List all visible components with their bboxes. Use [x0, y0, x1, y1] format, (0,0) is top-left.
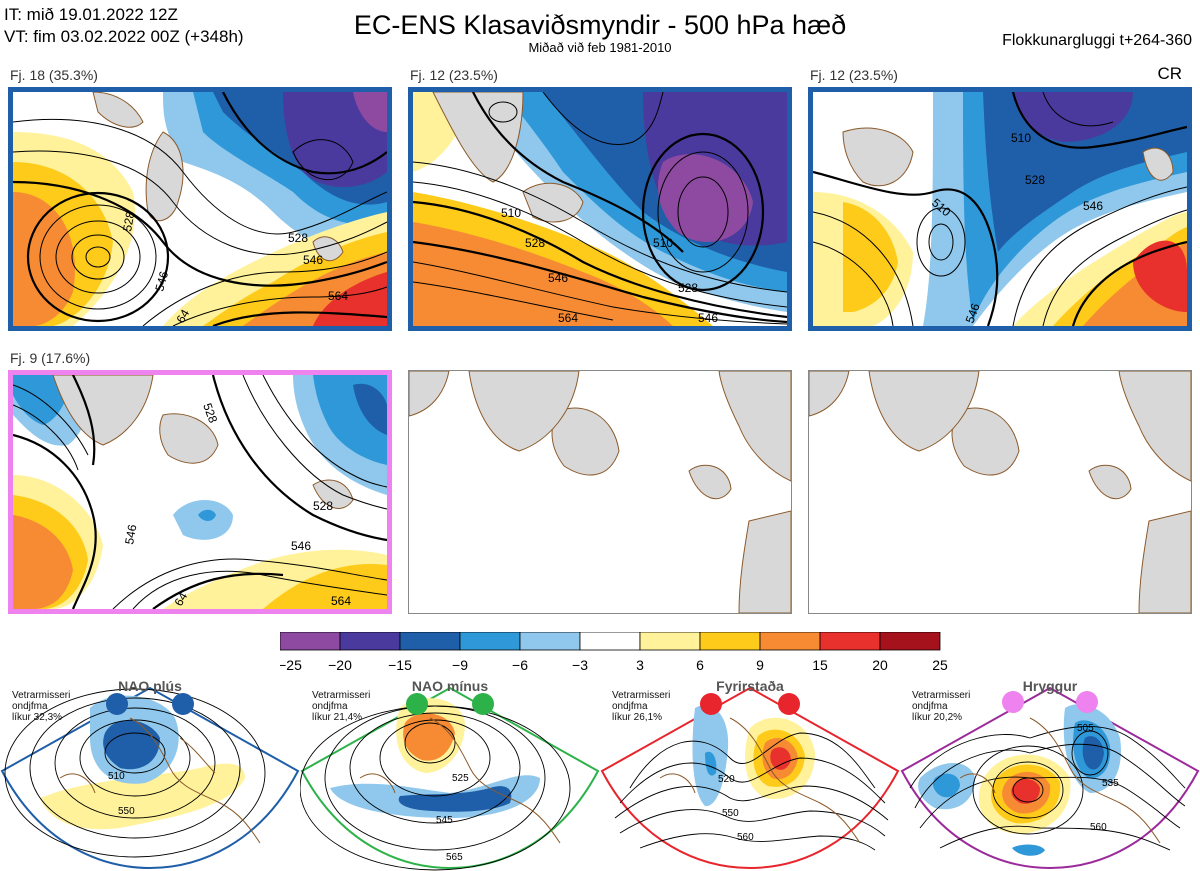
- vt-line: VT: fim 03.02.2022 00Z (+348h): [4, 27, 244, 46]
- regime-name: Hryggur: [1022, 678, 1078, 694]
- regime-nao-plus: 510 550 NAO plús Vetrarmisseri ondjfma l…: [0, 678, 300, 871]
- contour-label: 510: [501, 206, 521, 220]
- cluster-label-2: Fj. 12 (23.5%): [410, 67, 498, 83]
- colorbar-swatch: [339, 632, 401, 651]
- contour-label: 546: [963, 301, 983, 325]
- colorbar-tick: −25: [280, 657, 302, 673]
- colorbar-swatch: [759, 632, 821, 651]
- colorbar-tick: 3: [636, 657, 644, 673]
- empty-map-5: [408, 370, 792, 614]
- regime-nao-minus: 525 545 565 NAO mínus Vetrarmisseri ondj…: [300, 678, 600, 871]
- cluster-map-1: 528 546 528 546 564 64: [8, 87, 392, 331]
- colorbar: −25 −20 −15 −9 −6 −3 3 6 9 15 20 25: [280, 632, 948, 673]
- colorbar-swatch: [819, 632, 881, 651]
- colorbar-swatch: [399, 632, 461, 651]
- contour-label: 528: [120, 210, 137, 232]
- issue-times: IT: mið 19.01.2022 12Z VT: fim 03.02.202…: [4, 4, 244, 48]
- regime-probability: Vetrarmisseri ondjfma líkur 21,4%: [312, 690, 371, 723]
- contour-label: 528: [525, 236, 545, 250]
- contour-label: 545: [436, 815, 453, 826]
- colorbar-swatch: [579, 632, 641, 651]
- colorbar-tick: −9: [452, 657, 468, 673]
- colorbar-swatch: [639, 632, 701, 651]
- contour-label: 528: [313, 499, 333, 513]
- contour-label: 546: [152, 269, 171, 292]
- colorbar-tick: −20: [328, 657, 352, 673]
- colorbar-swatch: [519, 632, 581, 651]
- contour-label: 535: [1102, 778, 1119, 789]
- colorbar-swatch: [699, 632, 761, 651]
- contour-label: 564: [328, 289, 348, 303]
- contour-label: 546: [698, 311, 718, 325]
- contour-label: 528: [1025, 173, 1045, 187]
- colorbar-tick: 6: [696, 657, 704, 673]
- regime-name: NAO plús: [118, 678, 182, 694]
- window-label: Flokkunargluggi t+264-360: [1002, 32, 1192, 49]
- contour-label: 64: [173, 307, 192, 326]
- contour-label: 546: [122, 523, 139, 545]
- colorbar-tick: −6: [512, 657, 528, 673]
- contour-label: 64: [171, 590, 190, 609]
- contour-label: 510: [653, 236, 673, 250]
- regime-probability: Vetrarmisseri ondjfma líkur 20,2%: [912, 690, 971, 723]
- colorbar-tick: 20: [872, 657, 888, 673]
- cluster-map-2: 510 528 546 564 510 528 546: [408, 87, 792, 331]
- regime-probability: Vetrarmisseri ondjfma líkur 26,1%: [612, 690, 671, 723]
- colorbar-swatch: [280, 632, 341, 651]
- cluster-label-3: Fj. 12 (23.5%): [810, 67, 898, 83]
- contour-label: 546: [1083, 199, 1103, 213]
- page-subtitle: Miðað við feb 1981-2010: [528, 40, 672, 55]
- contour-label: 550: [722, 808, 739, 819]
- contour-label: 528: [288, 231, 308, 245]
- cluster-map-4: 528 546 528 546 564 64: [8, 370, 392, 614]
- contour-label: 520: [718, 774, 735, 785]
- contour-label: 525: [452, 773, 469, 784]
- contour-label: 564: [331, 594, 351, 608]
- cluster-label-4: Fj. 9 (17.6%): [10, 350, 91, 366]
- contour-label: 528: [678, 281, 698, 295]
- it-line: IT: mið 19.01.2022 12Z: [4, 5, 178, 24]
- colorbar-tick: 15: [812, 657, 828, 673]
- colorbar-tick: −3: [572, 657, 588, 673]
- contour-label: 560: [737, 832, 754, 843]
- contour-label: 546: [291, 539, 311, 553]
- contour-label: 546: [303, 253, 323, 267]
- contour-label: 546: [548, 271, 568, 285]
- cluster-map-3: 510 528 546 510 546: [808, 87, 1192, 331]
- contour-label: 528: [200, 401, 220, 425]
- contour-label: 505: [1077, 723, 1094, 734]
- contour-label: 510: [1011, 131, 1031, 145]
- regime-blocking: 520 550 560 Fyrirstaða Vetrarmisseri ond…: [600, 678, 900, 871]
- colorbar-tick: 9: [756, 657, 764, 673]
- page-title: EC-ENS Klasaviðsmyndir - 500 hPa hæð: [353, 10, 847, 40]
- contour-label: 564: [558, 311, 578, 325]
- contour-label: 510: [108, 771, 125, 782]
- contour-label: 550: [118, 806, 135, 817]
- colorbar-swatch: [459, 632, 521, 651]
- cr-label: CR: [1157, 64, 1182, 83]
- cluster-label-1: Fj. 18 (35.3%): [10, 67, 98, 83]
- contour-label: 560: [1090, 822, 1107, 833]
- empty-map-6: [808, 370, 1192, 614]
- contour-label: 565: [446, 852, 463, 863]
- colorbar-tick: −15: [388, 657, 412, 673]
- regime-name: NAO mínus: [411, 678, 489, 694]
- regime-name: Fyrirstaða: [716, 678, 784, 694]
- colorbar-swatch: [879, 632, 941, 651]
- colorbar-tick: 25: [932, 657, 948, 673]
- regime-ridge: 505 535 560 Hryggur Vetrarmisseri ondjfm…: [900, 678, 1200, 871]
- regime-probability: Vetrarmisseri ondjfma líkur 32,3%: [12, 690, 71, 723]
